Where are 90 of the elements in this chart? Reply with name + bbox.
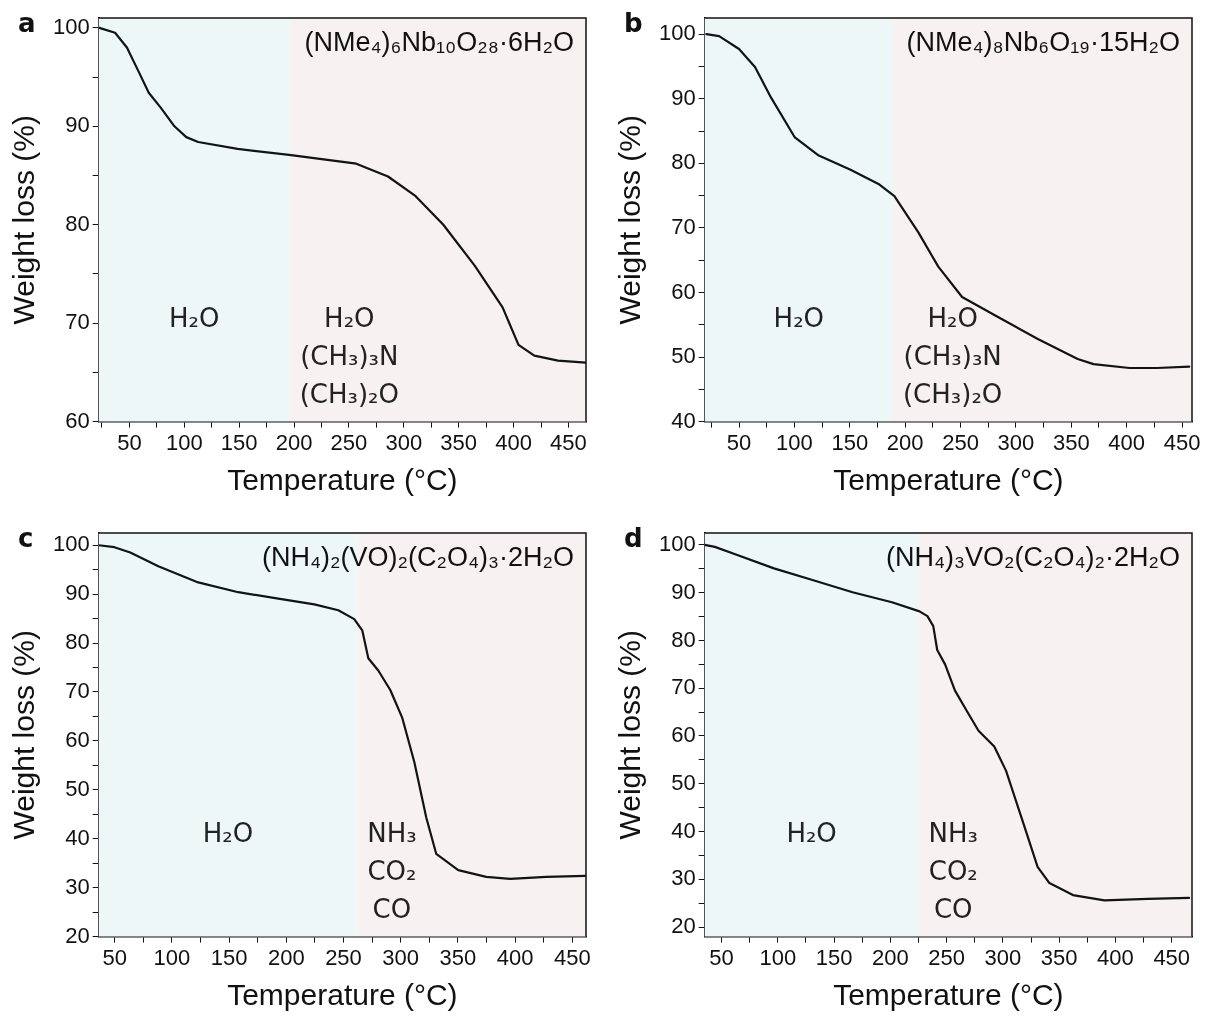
x-axis-title: Temperature (°C) xyxy=(227,463,458,497)
x-tick-label: 200 xyxy=(872,944,909,970)
text: b xyxy=(624,7,643,38)
x-tick-label: 300 xyxy=(385,429,423,455)
y-tick-label: 70 xyxy=(671,213,696,239)
band-label: H₂O xyxy=(168,303,220,334)
y-tick-label: 70 xyxy=(671,674,696,700)
x-tick-label: 400 xyxy=(496,944,534,970)
y-tick-label: 40 xyxy=(65,824,90,850)
band-label: H₂O xyxy=(786,818,837,849)
x-tick-label: 350 xyxy=(1040,944,1078,970)
x-tick-label: 50 xyxy=(709,944,734,970)
x-tick-label: 300 xyxy=(997,429,1035,455)
band-label: H₂O xyxy=(773,303,825,334)
x-axis-title: Temperature (°C) xyxy=(227,978,458,1012)
x-tick-label: 250 xyxy=(330,429,368,455)
x-tick-label: 350 xyxy=(439,944,477,970)
y-tick-label: 80 xyxy=(671,149,696,175)
y-tick-label: 60 xyxy=(671,278,696,304)
x-tick-label: 350 xyxy=(1052,429,1090,455)
x-tick-label: 450 xyxy=(1153,944,1191,970)
band-label: NH₃ CO₂ CO xyxy=(367,818,417,925)
text: c xyxy=(18,522,34,553)
y-tick-label: 30 xyxy=(65,873,90,899)
band-label: NH₃ CO₂ CO xyxy=(928,818,978,925)
y-tick-label: 20 xyxy=(65,922,90,948)
x-tick-label: 100 xyxy=(153,944,191,970)
chart-title: (NH₄)₃VO₂(C₂O₄)₂·2H₂O xyxy=(886,541,1180,572)
y-tick-label: 90 xyxy=(65,580,90,606)
band-label: H₂O (CH₃)₃N (CH₃)₂O xyxy=(902,303,1003,410)
x-tick-label: 250 xyxy=(325,944,362,970)
x-tick-label: 50 xyxy=(726,429,752,455)
x-tick-label: 100 xyxy=(759,944,797,970)
y-axis-title: Weight loss (%) xyxy=(7,630,41,840)
x-tick-label: 200 xyxy=(267,944,305,970)
band-label: H₂O xyxy=(202,818,254,849)
x-tick-label: 50 xyxy=(117,429,142,455)
y-tick-label: 100 xyxy=(658,531,696,556)
y-tick-label: 100 xyxy=(52,531,90,557)
y-tick-label: 80 xyxy=(65,629,90,655)
y-tick-label: 60 xyxy=(65,726,90,752)
y-axis-title: Weight loss (%) xyxy=(613,115,647,325)
chart-title: (NMe₄)₈Nb₆O₁₉·15H₂O xyxy=(906,26,1180,57)
x-tick-label: 150 xyxy=(831,429,869,455)
y-tick-label: 70 xyxy=(65,678,90,704)
y-tick-label: 90 xyxy=(65,112,90,138)
x-tick-label: 350 xyxy=(440,429,478,455)
y-tick-label: 60 xyxy=(671,722,696,748)
band-label: H₂O (CH₃)₃N (CH₃)₂O xyxy=(299,303,399,410)
text: d xyxy=(624,522,643,553)
y-tick-label: 100 xyxy=(658,20,696,46)
x-tick-label: 200 xyxy=(275,429,313,455)
x-tick-label: 450 xyxy=(553,944,591,970)
x-tick-label: 450 xyxy=(1163,429,1201,455)
x-tick-label: 300 xyxy=(382,944,420,970)
y-tick-label: 80 xyxy=(671,626,696,652)
x-tick-label: 400 xyxy=(495,429,532,455)
y-tick-label: 40 xyxy=(671,407,696,433)
y-tick-label: 80 xyxy=(65,210,90,236)
y-tick-label: 40 xyxy=(671,817,696,843)
x-tick-label: 200 xyxy=(886,429,924,455)
x-tick-label: 50 xyxy=(102,944,127,970)
x-tick-label: 150 xyxy=(220,429,258,455)
x-tick-label: 450 xyxy=(550,429,587,455)
text: a xyxy=(18,7,36,38)
x-tick-label: 250 xyxy=(942,429,979,455)
y-tick-label: 90 xyxy=(671,84,696,110)
y-tick-label: 50 xyxy=(65,775,90,801)
x-tick-label: 400 xyxy=(1097,944,1134,970)
y-tick-label: 50 xyxy=(671,769,696,795)
y-axis-title: Weight loss (%) xyxy=(7,115,41,325)
y-tick-label: 60 xyxy=(65,407,90,433)
x-axis-title: Temperature (°C) xyxy=(833,978,1064,1012)
y-tick-label: 50 xyxy=(671,343,696,369)
y-tick-label: 20 xyxy=(671,913,696,939)
y-axis-title: Weight loss (%) xyxy=(613,630,647,840)
x-tick-label: 100 xyxy=(165,429,203,455)
x-axis-title: Temperature (°C) xyxy=(833,463,1064,497)
y-tick-label: 100 xyxy=(52,13,90,39)
chart-title: (NH₄)₂(VO)₂(C₂O₄)₃·2H₂O xyxy=(262,541,574,572)
x-tick-label: 150 xyxy=(815,944,853,970)
x-tick-label: 250 xyxy=(928,944,966,970)
y-tick-label: 30 xyxy=(671,865,696,891)
chart-title: (NMe₄)₆Nb₁₀O₂₈·6H₂O xyxy=(304,26,574,57)
x-tick-label: 100 xyxy=(776,429,813,455)
x-tick-label: 300 xyxy=(984,944,1022,970)
y-tick-label: 90 xyxy=(671,578,696,604)
x-tick-label: 400 xyxy=(1108,429,1146,455)
y-tick-label: 70 xyxy=(65,309,90,335)
x-tick-label: 150 xyxy=(210,944,248,970)
